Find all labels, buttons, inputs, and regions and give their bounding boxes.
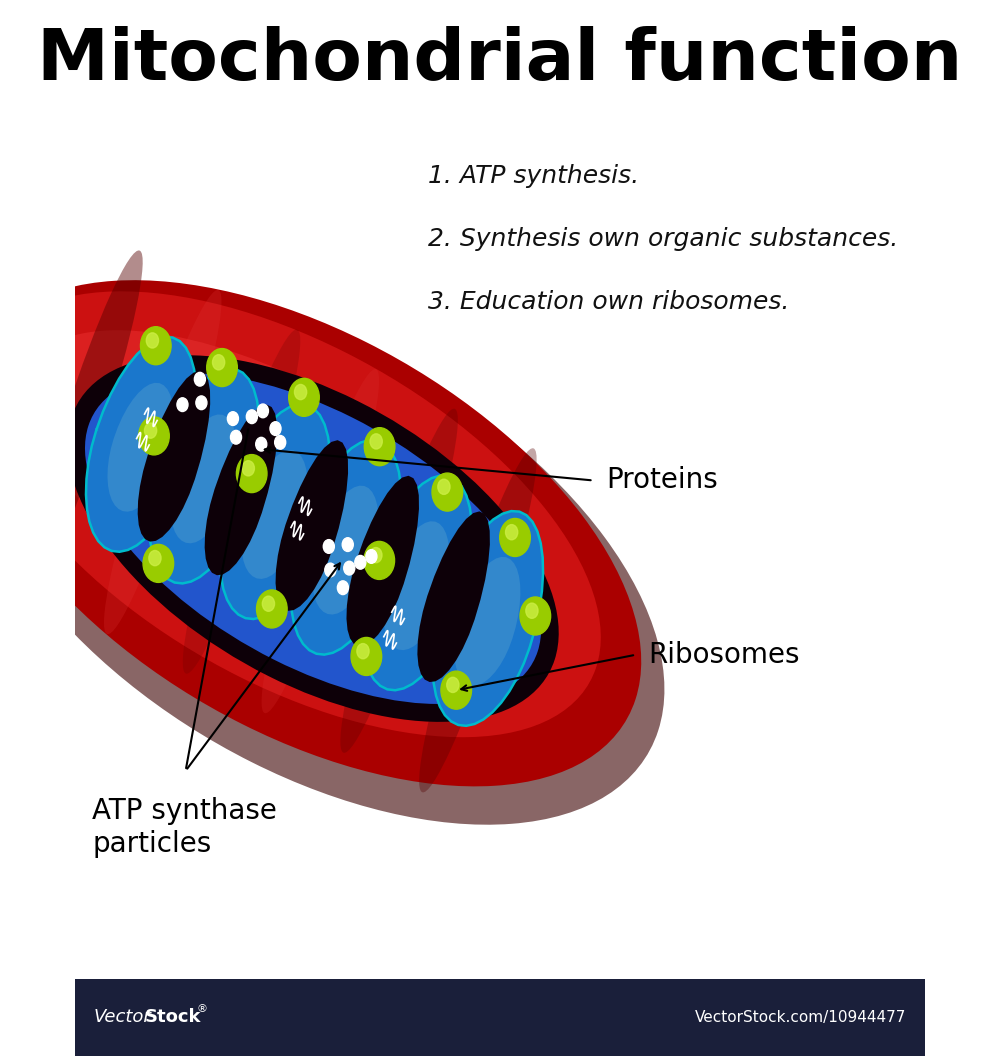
Text: 3. Education own ribosomes.: 3. Education own ribosomes.: [428, 290, 789, 315]
Circle shape: [500, 518, 530, 557]
Ellipse shape: [25, 250, 143, 595]
Circle shape: [236, 454, 267, 492]
Circle shape: [227, 412, 238, 426]
Ellipse shape: [262, 370, 379, 713]
Text: ®: ®: [197, 1004, 208, 1014]
Polygon shape: [312, 486, 379, 615]
Circle shape: [270, 421, 281, 435]
Polygon shape: [276, 440, 348, 610]
Polygon shape: [86, 337, 196, 552]
Polygon shape: [220, 404, 330, 619]
Circle shape: [242, 460, 254, 476]
Text: 1. ATP synthesis.: 1. ATP synthesis.: [428, 164, 639, 188]
Polygon shape: [149, 369, 259, 583]
Circle shape: [344, 562, 355, 576]
Circle shape: [257, 590, 287, 628]
Text: ATP synthase
particles: ATP synthase particles: [92, 797, 277, 857]
Circle shape: [212, 355, 225, 370]
Polygon shape: [362, 475, 472, 691]
Ellipse shape: [24, 331, 526, 668]
Ellipse shape: [0, 280, 641, 787]
Text: Mitochondrial function: Mitochondrial function: [37, 26, 963, 95]
Polygon shape: [107, 383, 174, 512]
Circle shape: [207, 348, 237, 386]
Polygon shape: [171, 415, 237, 544]
Circle shape: [246, 410, 257, 423]
Polygon shape: [346, 476, 419, 646]
Text: Ribosomes: Ribosomes: [649, 641, 800, 668]
Circle shape: [364, 428, 395, 466]
Circle shape: [196, 396, 207, 410]
Circle shape: [149, 550, 161, 566]
Circle shape: [342, 538, 353, 551]
Circle shape: [257, 404, 268, 418]
Circle shape: [275, 435, 286, 449]
Circle shape: [438, 479, 450, 494]
Text: Stock: Stock: [145, 1008, 201, 1026]
FancyBboxPatch shape: [75, 979, 925, 1056]
Circle shape: [366, 549, 377, 563]
Ellipse shape: [419, 448, 537, 792]
Polygon shape: [291, 440, 401, 655]
Circle shape: [141, 326, 171, 364]
Circle shape: [432, 473, 463, 511]
Circle shape: [139, 417, 169, 455]
Circle shape: [370, 547, 382, 563]
Circle shape: [351, 638, 382, 676]
Circle shape: [289, 378, 319, 416]
Circle shape: [144, 423, 157, 438]
Circle shape: [146, 333, 159, 348]
Polygon shape: [433, 511, 543, 725]
Circle shape: [357, 643, 369, 659]
Ellipse shape: [85, 373, 541, 704]
Circle shape: [506, 525, 518, 540]
Ellipse shape: [67, 355, 559, 722]
Circle shape: [355, 555, 366, 569]
Text: Vector: Vector: [94, 1008, 152, 1026]
Ellipse shape: [145, 418, 345, 543]
Polygon shape: [241, 450, 308, 579]
Circle shape: [323, 540, 334, 553]
Text: VectorStock.com/10944477: VectorStock.com/10944477: [695, 1010, 906, 1025]
Circle shape: [520, 597, 551, 635]
Ellipse shape: [0, 291, 601, 737]
Text: Proteins: Proteins: [606, 467, 718, 494]
Ellipse shape: [0, 295, 664, 825]
Text: 2. Synthesis own organic substances.: 2. Synthesis own organic substances.: [428, 227, 898, 251]
Circle shape: [364, 542, 395, 580]
Polygon shape: [417, 511, 490, 682]
Circle shape: [337, 581, 348, 595]
Circle shape: [325, 563, 336, 577]
Circle shape: [294, 384, 307, 399]
Polygon shape: [383, 522, 449, 650]
Circle shape: [256, 437, 267, 451]
Ellipse shape: [340, 409, 458, 753]
Ellipse shape: [84, 376, 432, 602]
Circle shape: [370, 434, 382, 449]
Circle shape: [177, 398, 188, 412]
Circle shape: [230, 431, 242, 445]
Polygon shape: [205, 404, 277, 576]
Circle shape: [262, 596, 275, 611]
Circle shape: [441, 672, 472, 710]
Circle shape: [143, 545, 174, 583]
Polygon shape: [138, 371, 210, 542]
Circle shape: [194, 373, 205, 386]
Polygon shape: [454, 557, 520, 685]
Ellipse shape: [104, 290, 221, 635]
Ellipse shape: [183, 329, 300, 674]
Circle shape: [447, 677, 459, 693]
Circle shape: [526, 603, 538, 619]
